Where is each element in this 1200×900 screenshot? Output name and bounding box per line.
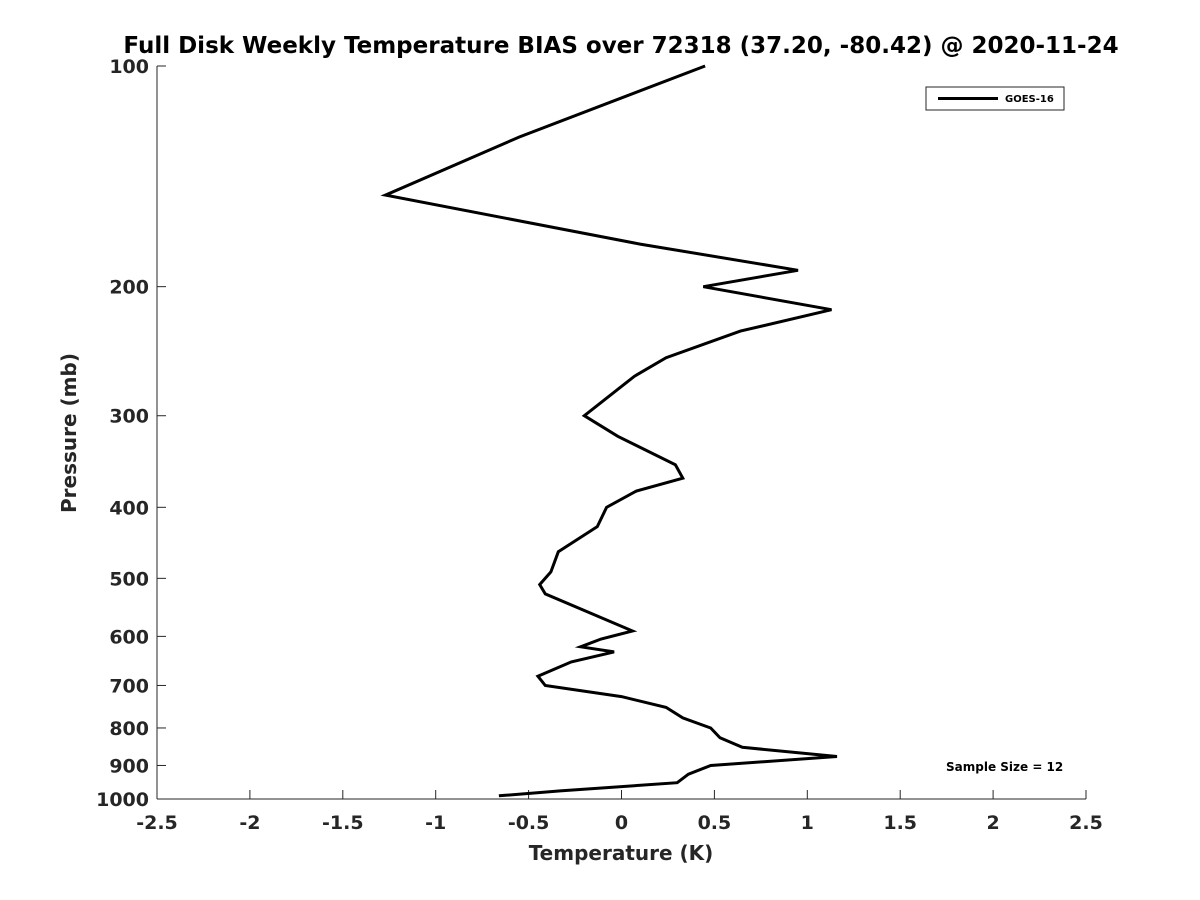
legend: GOES-16 bbox=[925, 86, 1065, 111]
plot-area bbox=[156, 66, 1086, 800]
y-tick-label: 600 bbox=[109, 626, 149, 648]
y-tick-label: 900 bbox=[109, 755, 149, 777]
y-tick-label: 800 bbox=[109, 718, 149, 740]
y-tick-label: 300 bbox=[109, 406, 149, 428]
x-tick-label: 1 bbox=[801, 812, 814, 834]
x-tick-label: -2 bbox=[239, 812, 260, 834]
x-tick-label: 1.5 bbox=[883, 812, 917, 834]
series-layer bbox=[380, 64, 838, 798]
chart-title: Full Disk Weekly Temperature BIAS over 7… bbox=[123, 33, 1118, 59]
y-axis-label: Pressure (mb) bbox=[57, 353, 81, 513]
x-tick-label: 0.5 bbox=[698, 812, 732, 834]
x-tick-label: 0 bbox=[615, 812, 628, 834]
x-tick-label: 2.5 bbox=[1069, 812, 1103, 834]
x-tick-label: -1 bbox=[425, 812, 446, 834]
x-tick-label: 2 bbox=[986, 812, 999, 834]
plot-box bbox=[157, 66, 1086, 799]
y-tick-label: 700 bbox=[109, 675, 149, 697]
y-axis-ticks: 100 200 300 400 500 600 700 800 900 1000 bbox=[96, 56, 166, 811]
x-tick-label: -1.5 bbox=[322, 812, 364, 834]
y-tick-label: 1000 bbox=[96, 789, 149, 811]
series-line-goes-16 bbox=[380, 64, 838, 798]
x-axis-ticks: -2.5 -2 -1.5 -1 -0.5 0 0.5 1 1.5 2 2.5 bbox=[136, 790, 1103, 834]
y-tick-label: 100 bbox=[109, 56, 149, 78]
x-tick-label: -0.5 bbox=[508, 812, 550, 834]
y-tick-label: 500 bbox=[109, 568, 149, 590]
x-tick-label: -2.5 bbox=[136, 812, 178, 834]
y-tick-label: 200 bbox=[109, 277, 149, 299]
sample-size-annotation: Sample Size = 12 bbox=[946, 760, 1063, 774]
x-axis-label: Temperature (K) bbox=[529, 841, 714, 865]
y-tick-label: 400 bbox=[109, 497, 149, 519]
legend-label-goes-16: GOES-16 bbox=[1005, 94, 1054, 105]
